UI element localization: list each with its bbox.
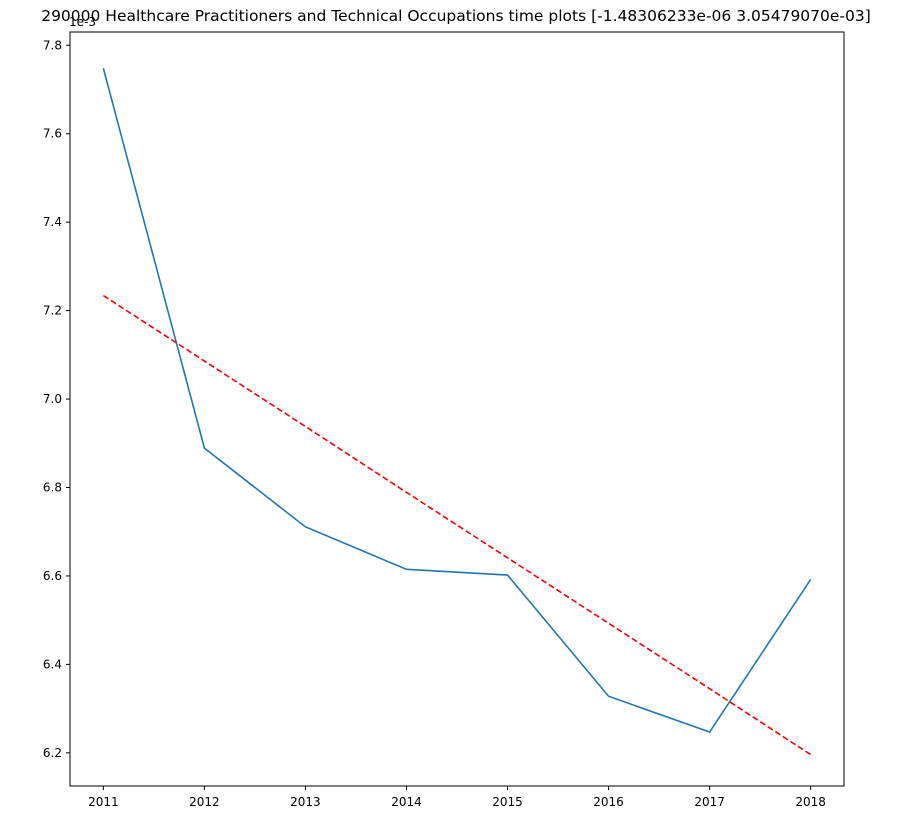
y-axis-ticks: 6.2 6.4 6.6 6.8 7.0 7.2 7.4 7.6 7.8: [43, 38, 70, 760]
plot-frame: [69, 31, 845, 787]
y-tick-label: 7.4: [43, 215, 62, 229]
x-tick-label: 2012: [189, 795, 220, 809]
x-tick-label: 2011: [88, 795, 119, 809]
y-tick-label: 7.8: [43, 38, 62, 52]
chart-title: 290000 Healthcare Practitioners and Tech…: [41, 7, 871, 25]
x-tick-label: 2013: [290, 795, 321, 809]
x-tick-label: 2014: [391, 795, 422, 809]
x-tick-label: 2016: [593, 795, 624, 809]
y-axis-offset-label: 1e-3: [69, 15, 96, 29]
y-tick-label: 7.6: [43, 127, 62, 141]
y-tick-label: 6.8: [43, 480, 62, 494]
trend-line: [102, 294, 812, 756]
x-axis-ticks: 2011 2012 2013 2014 2015 2016 2017 2018: [88, 786, 826, 809]
series-layer: [102, 68, 812, 756]
y-tick-label: 6.4: [43, 657, 62, 671]
y-tick-label: 7.0: [43, 392, 62, 406]
x-tick-label: 2015: [492, 795, 523, 809]
y-tick-label: 6.2: [43, 746, 62, 760]
x-tick-label: 2017: [694, 795, 725, 809]
y-tick-label: 6.6: [43, 569, 62, 583]
data-series-line: [102, 68, 812, 734]
y-tick-label: 7.2: [43, 304, 62, 318]
x-tick-label: 2018: [795, 795, 826, 809]
